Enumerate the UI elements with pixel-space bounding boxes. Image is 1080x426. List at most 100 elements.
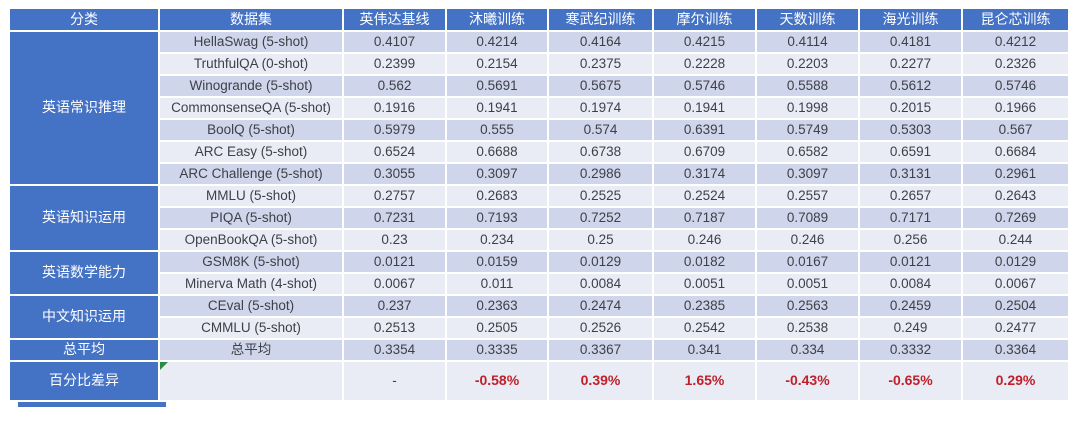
score-cell: 0.562 (344, 76, 445, 96)
table-row: ARC Easy (5-shot) 0.6524 0.6688 0.6738 0.670… (10, 142, 1068, 162)
score-cell: 0.334 (757, 340, 858, 360)
score-cell: 0.5588 (757, 76, 858, 96)
score-cell: 0.7231 (344, 208, 445, 228)
dataset-cell: CommonsenseQA (5-shot) (160, 98, 342, 118)
table-row: ARC Challenge (5-shot) 0.3055 0.3097 0.2986… (10, 164, 1068, 184)
column-header: 分类 (10, 9, 158, 30)
score-cell: 0.3131 (860, 164, 961, 184)
dataset-label: HellaSwag (5-shot) (193, 33, 309, 49)
score-cell: 0.2474 (549, 296, 652, 316)
category-cell: 总平均 (10, 340, 158, 360)
score-cell: 0.2477 (963, 318, 1068, 338)
score-cell: 0.2504 (963, 296, 1068, 316)
dataset-label: OpenBookQA (5-shot) (184, 231, 318, 247)
score-cell: 0.246 (654, 230, 755, 250)
score-cell: 0.1966 (963, 98, 1068, 118)
score-cell: 0.4181 (860, 32, 961, 52)
score-cell: 0.2277 (860, 54, 961, 74)
score-cell: 0.0051 (757, 274, 858, 294)
score-cell: 0.1974 (549, 98, 652, 118)
score-cell: 0.5979 (344, 120, 445, 140)
score-cell: 0.4107 (344, 32, 445, 52)
dataset-label: CEval (5-shot) (207, 297, 295, 313)
score-cell: 0.2563 (757, 296, 858, 316)
dataset-cell: Minerva Math (4-shot) (160, 274, 342, 294)
score-cell: 0.6591 (860, 142, 961, 162)
score-cell: 0.4212 (963, 32, 1068, 52)
table-row: 中文知识运用 CEval (5-shot) 0.237 0.2363 0.2474 0.2… (10, 296, 1068, 338)
dataset-cell (160, 362, 342, 400)
score-cell: 0.7269 (963, 208, 1068, 228)
dataset-cell: Winogrande (5-shot) (160, 76, 342, 96)
dataset-cell: PIQA (5-shot) (160, 208, 342, 228)
score-cell: 0.2459 (860, 296, 961, 316)
dataset-label: CommonsenseQA (5-shot) (171, 99, 331, 115)
score-cell: 0.2683 (447, 186, 547, 206)
spreadsheet-area: 分类 数据集 英伟达基线 沐曦训练 寒武纪训练 摩尔训练 天数训练 海光训练 昆仑芯训练 英语常… (10, 9, 1068, 407)
score-cell: 0.244 (963, 230, 1068, 250)
dataset-cell: HellaSwag (5-shot) (160, 32, 342, 52)
score-cell: 0.5612 (860, 76, 961, 96)
score-cell: 0.5691 (447, 76, 547, 96)
score-cell: 0.6582 (757, 142, 858, 162)
score-cell: 0.2228 (654, 54, 755, 74)
score-cell: 0.3097 (757, 164, 858, 184)
column-header: 数据集 (160, 9, 342, 30)
score-cell: 0.2505 (447, 318, 547, 338)
dataset-cell: BoolQ (5-shot) (160, 120, 342, 140)
score-cell: 0.7252 (549, 208, 652, 228)
dataset-label: TruthfulQA (0-shot) (193, 55, 309, 71)
column-header: 寒武纪训练 (549, 9, 652, 30)
dataset-label: ARC Easy (5-shot) (194, 143, 308, 159)
score-cell: 0.6709 (654, 142, 755, 162)
score-cell: 0.0159 (447, 252, 547, 272)
score-cell: 0.256 (860, 230, 961, 250)
percent-diff-cell: -0.65% (860, 362, 961, 400)
percent-diff-cell: -0.58% (447, 362, 547, 400)
score-cell: 0.5749 (757, 120, 858, 140)
column-header: 摩尔训练 (654, 9, 755, 30)
score-cell: 0.2525 (549, 186, 652, 206)
score-cell: 0.5303 (860, 120, 961, 140)
dataset-label: GSM8K (5-shot) (202, 253, 300, 269)
table-row: Minerva Math (4-shot) 0.0067 0.011 0.0084 0.… (10, 274, 1068, 294)
dataset-cell: CEval (5-shot) (160, 296, 342, 316)
dataset-cell: OpenBookQA (5-shot) (160, 230, 342, 250)
table-row: OpenBookQA (5-shot) 0.23 0.234 0.25 0.246 0.2… (10, 230, 1068, 250)
dataset-cell: ARC Easy (5-shot) (160, 142, 342, 162)
dataset-cell: TruthfulQA (0-shot) (160, 54, 342, 74)
score-cell: 0.1941 (447, 98, 547, 118)
score-cell: 0.234 (447, 230, 547, 250)
score-cell: 0.0051 (654, 274, 755, 294)
table-row: PIQA (5-shot) 0.7231 0.7193 0.7252 0.7187 0.7… (10, 208, 1068, 228)
score-cell: 0.2542 (654, 318, 755, 338)
dataset-cell: GSM8K (5-shot) (160, 252, 342, 272)
dataset-label: Minerva Math (4-shot) (184, 275, 318, 291)
score-cell: 0.5746 (654, 76, 755, 96)
category-cell: 英语数学能力 (10, 252, 158, 294)
score-cell: 0.4114 (757, 32, 858, 52)
table-row: TruthfulQA (0-shot) 0.2399 0.2154 0.2375 0.2… (10, 54, 1068, 74)
table-row: 英语知识运用 MMLU (5-shot) 0.2757 0.2683 0.2525 0.2… (10, 186, 1068, 250)
score-cell: 0.2326 (963, 54, 1068, 74)
percent-diff-cell: 0.39% (549, 362, 652, 400)
table-row: Winogrande (5-shot) 0.562 0.5691 0.5675 0.57… (10, 76, 1068, 96)
score-cell: 0.7089 (757, 208, 858, 228)
score-cell: 0.25 (549, 230, 652, 250)
score-cell: 0.2526 (549, 318, 652, 338)
score-cell: 0.2757 (344, 186, 445, 206)
score-cell: 0.2513 (344, 318, 445, 338)
score-cell: 0.3097 (447, 164, 547, 184)
score-cell: 0.4214 (447, 32, 547, 52)
dataset-label: ARC Challenge (5-shot) (179, 165, 323, 181)
dataset-label: PIQA (5-shot) (210, 209, 292, 225)
column-header: 英伟达基线 (344, 9, 445, 30)
category-cell: 中文知识运用 (10, 296, 158, 338)
category-cell: 英语常识推理 (10, 32, 158, 184)
table-row: CommonsenseQA (5-shot) 0.1916 0.1941 0.1974… (10, 98, 1068, 118)
table-row: 英语常识推理 HellaSwag (5-shot) 0.4107 0.4214 0.41… (10, 32, 1068, 184)
score-cell: 0.2015 (860, 98, 961, 118)
score-cell: 0.6684 (963, 142, 1068, 162)
score-cell: 0.246 (757, 230, 858, 250)
score-cell: 0.2375 (549, 54, 652, 74)
